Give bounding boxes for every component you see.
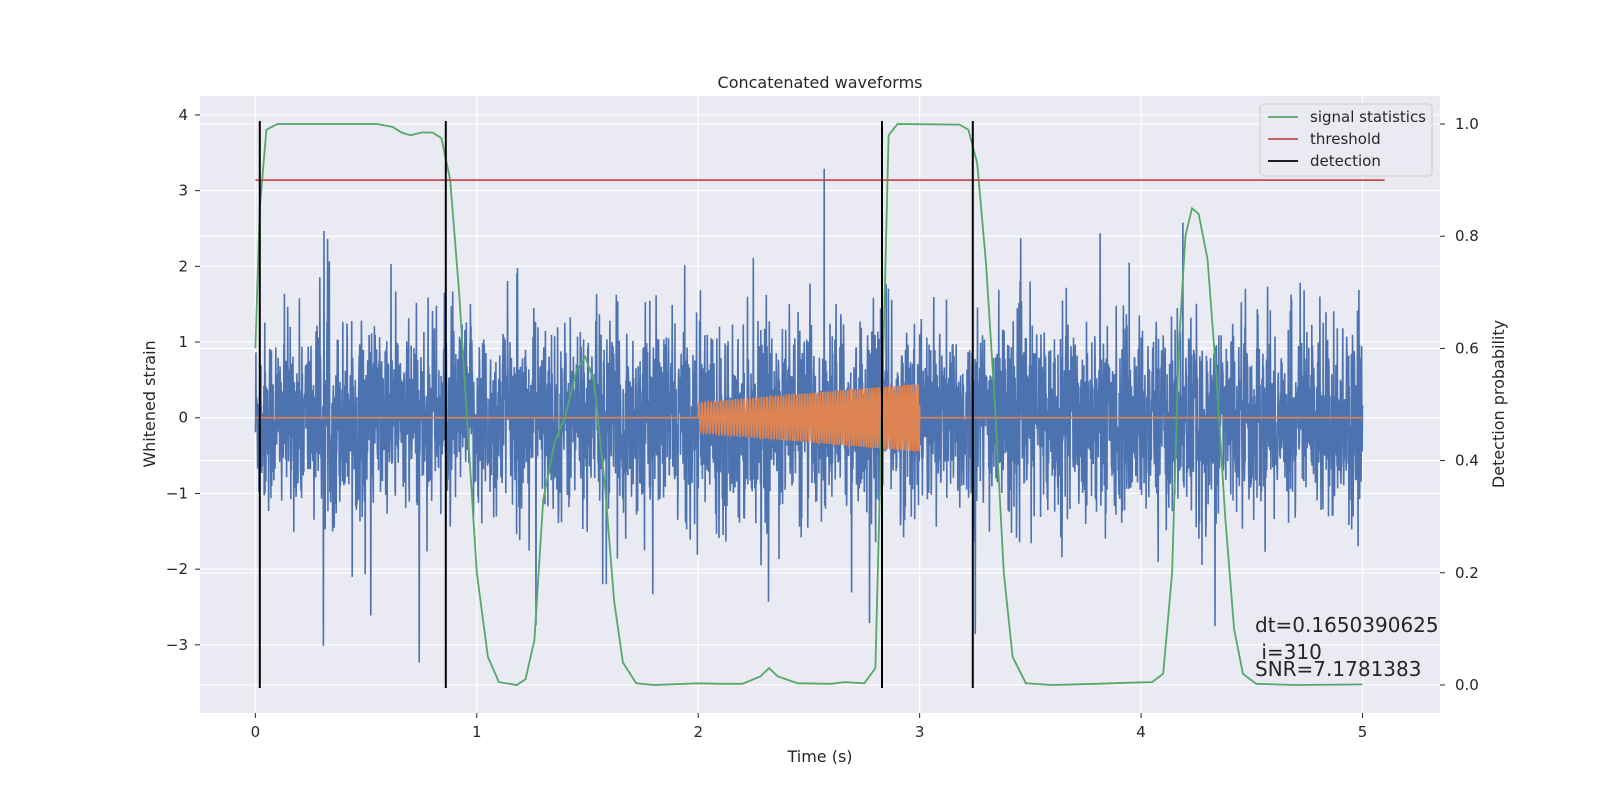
y-left-axis-label: Whitened strain	[140, 340, 159, 467]
probability-series	[254, 123, 1385, 686]
y-right-tick-label-0: 1.0	[1455, 115, 1479, 133]
x-tick-label-4: 4	[1136, 723, 1146, 741]
y-left-tick-label-7: −3	[166, 636, 188, 654]
legend-box	[1259, 103, 1433, 177]
y-right-tick-label-4: 0.2	[1455, 564, 1479, 582]
y-right-tick-label-2: 0.6	[1455, 339, 1479, 357]
x-tick-label-2: 2	[693, 723, 703, 741]
y-left-axis-ticks: 4 3 2 1 0 −1 −2 −3	[166, 106, 200, 654]
annotation-index: i=310	[1255, 640, 1322, 664]
legend-label-threshold: threshold	[1310, 130, 1381, 148]
x-tick-label-1: 1	[472, 723, 482, 741]
annotation-dt: dt=0.1650390625	[1255, 613, 1439, 637]
y-left-tick-label-2: 2	[178, 257, 188, 275]
strain-line	[254, 168, 1364, 663]
detection-lines	[258, 120, 974, 689]
strain-series	[254, 168, 1364, 663]
legend-label-detection: detection	[1310, 152, 1381, 170]
y-left-tick-label-1: 3	[178, 182, 188, 200]
y-right-tick-label-1: 0.8	[1455, 227, 1479, 245]
y-left-tick-label-3: 1	[178, 333, 188, 351]
x-axis-ticks: 0 1 2 3 4 5	[251, 713, 1368, 741]
x-tick-label-0: 0	[251, 723, 261, 741]
y-left-tick-label-0: 4	[178, 106, 188, 124]
legend: signal statistics threshold detection	[1259, 103, 1433, 177]
legend-label-signal-statistics: signal statistics	[1310, 108, 1426, 126]
y-right-axis-ticks: 1.0 0.8 0.6 0.4 0.2 0.0	[1440, 115, 1479, 694]
x-tick-label-3: 3	[915, 723, 925, 741]
x-axis-label: Time (s)	[786, 747, 852, 766]
y-left-tick-label-4: 0	[178, 409, 188, 427]
y-left-tick-label-6: −2	[166, 560, 188, 578]
y-right-axis-label: Detection probability	[1489, 320, 1508, 488]
y-right-tick-label-3: 0.4	[1455, 452, 1479, 470]
y-left-tick-label-5: −1	[166, 484, 188, 502]
series-signal-statistics-line	[254, 123, 1363, 686]
chart-title: Concatenated waveforms	[718, 73, 923, 92]
annotation-snr: SNR=7.1781383	[1255, 657, 1421, 681]
y-right-tick-label-5: 0.0	[1455, 676, 1479, 694]
x-tick-label-5: 5	[1358, 723, 1368, 741]
